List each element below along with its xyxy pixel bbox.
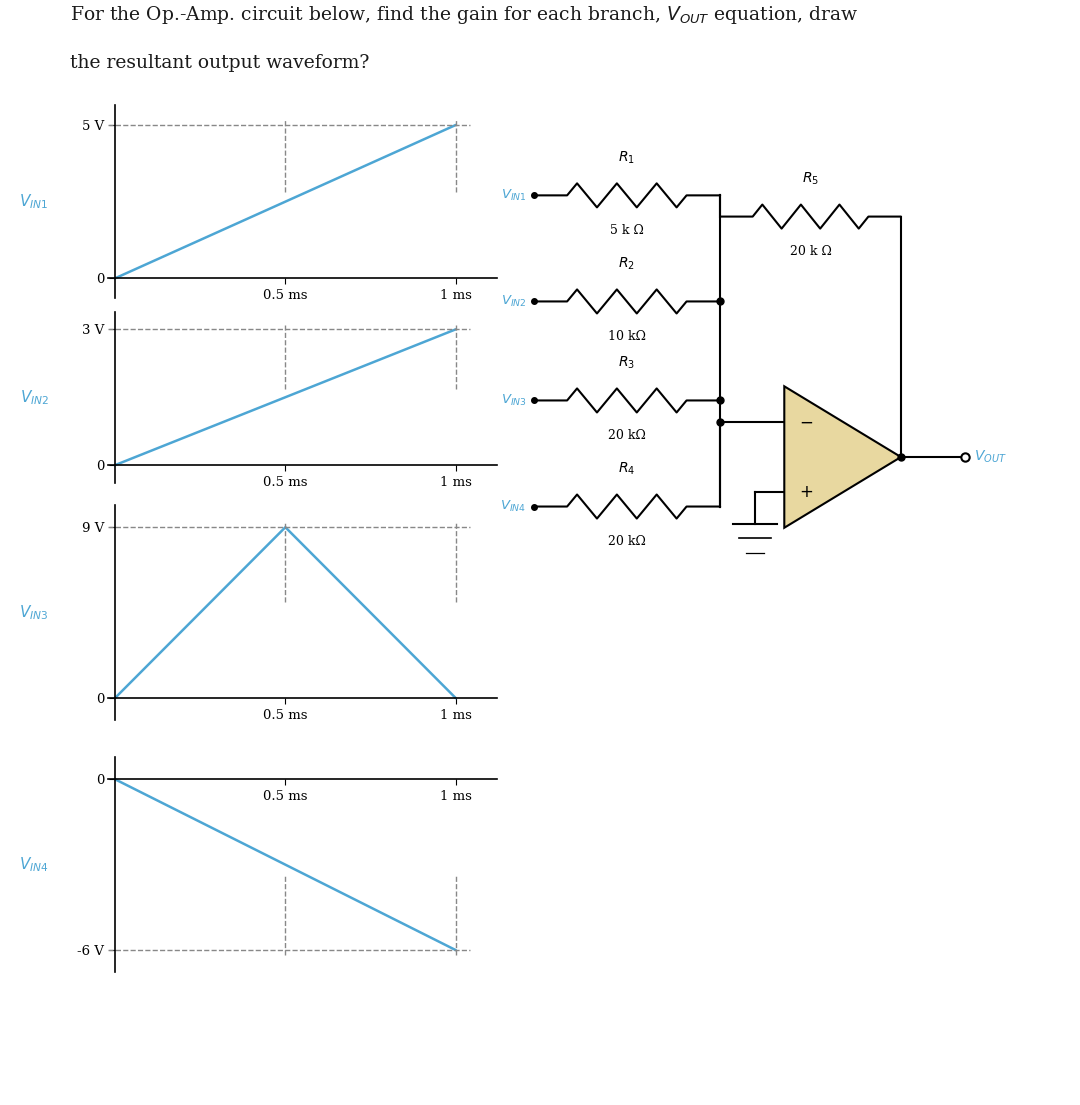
Text: 20 kΩ: 20 kΩ: [608, 535, 646, 548]
Text: $R_3$: $R_3$: [619, 355, 635, 371]
Text: For the Op.-Amp. circuit below, find the gain for each branch, $V_{OUT}$ equatio: For the Op.-Amp. circuit below, find the…: [70, 4, 859, 25]
Text: $R_2$: $R_2$: [619, 255, 635, 272]
Text: $V_{IN2}$: $V_{IN2}$: [19, 388, 49, 407]
Text: $R_5$: $R_5$: [802, 170, 819, 187]
Text: $V_{IN4}$: $V_{IN4}$: [19, 855, 49, 874]
Text: $V_{IN4}$: $V_{IN4}$: [500, 499, 527, 514]
Text: 20 kΩ: 20 kΩ: [608, 429, 646, 442]
Text: $V_{IN3}$: $V_{IN3}$: [501, 393, 527, 408]
Text: $R_1$: $R_1$: [619, 149, 635, 166]
Text: 10 kΩ: 10 kΩ: [608, 329, 646, 343]
Text: $R_4$: $R_4$: [618, 461, 635, 477]
Text: 20 k Ω: 20 k Ω: [789, 245, 832, 257]
Text: $V_{IN1}$: $V_{IN1}$: [501, 188, 527, 203]
Text: $V_{IN1}$: $V_{IN1}$: [19, 192, 49, 211]
Text: $V_{OUT}$: $V_{OUT}$: [974, 449, 1007, 465]
Text: $+$: $+$: [799, 483, 813, 502]
Text: 5 k Ω: 5 k Ω: [610, 223, 644, 236]
Text: $V_{IN2}$: $V_{IN2}$: [501, 294, 527, 309]
Text: $-$: $-$: [799, 412, 813, 431]
Text: the resultant output waveform?: the resultant output waveform?: [70, 54, 369, 72]
Polygon shape: [784, 387, 901, 528]
Text: $V_{IN3}$: $V_{IN3}$: [19, 603, 49, 622]
